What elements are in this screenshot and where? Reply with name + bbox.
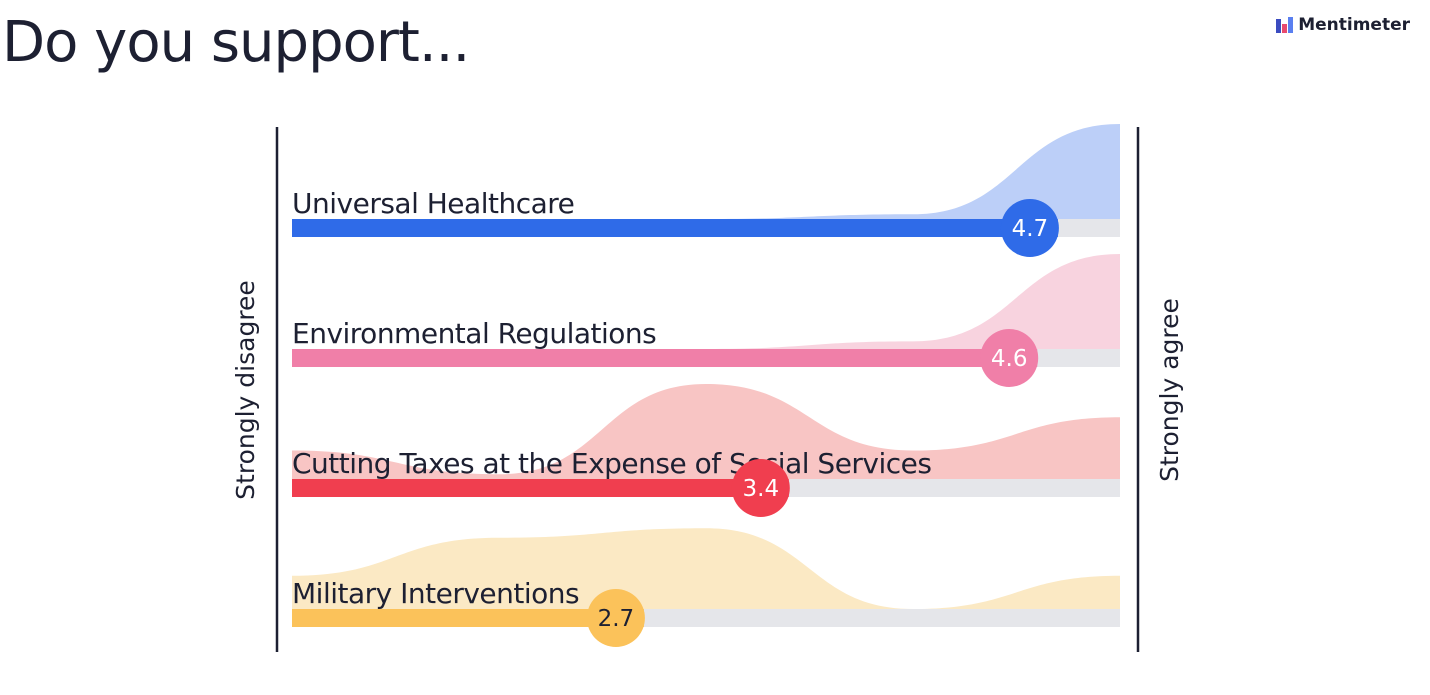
chart-row: Military Interventions 2.7 bbox=[292, 528, 1120, 647]
mentimeter-logo-icon bbox=[1276, 17, 1294, 33]
value-bubble bbox=[1000, 199, 1059, 257]
category-label: Cutting Taxes at the Expense of Social S… bbox=[292, 447, 932, 480]
chart-row: Environmental Regulations 4.6 bbox=[292, 254, 1120, 387]
value-label: 2.7 bbox=[598, 606, 635, 632]
left-axis-label: Strongly disagree bbox=[231, 280, 260, 500]
value-bar bbox=[292, 479, 789, 497]
page-title: Do you support... bbox=[2, 10, 470, 75]
value-bubble bbox=[586, 589, 645, 647]
value-label: 3.4 bbox=[743, 476, 780, 502]
chart-row: Cutting Taxes at the Expense of Social S… bbox=[292, 384, 1120, 517]
distribution-area bbox=[292, 254, 1120, 349]
value-bar bbox=[292, 349, 1038, 367]
chart-row: Universal Healthcare 4.7 bbox=[292, 124, 1120, 257]
value-bubble bbox=[731, 459, 790, 517]
value-label: 4.6 bbox=[991, 346, 1028, 372]
brand-name: Mentimeter bbox=[1298, 15, 1410, 35]
brand-logo: Mentimeter bbox=[1276, 15, 1410, 35]
right-axis-label: Strongly agree bbox=[1155, 298, 1184, 482]
category-label: Military Interventions bbox=[292, 577, 579, 610]
value-label: 4.7 bbox=[1012, 216, 1049, 242]
category-label: Universal Healthcare bbox=[292, 187, 574, 220]
value-bubble bbox=[980, 329, 1039, 387]
category-label: Environmental Regulations bbox=[292, 317, 656, 350]
value-bar bbox=[292, 609, 644, 627]
value-bar bbox=[292, 219, 1058, 237]
distribution-area bbox=[292, 384, 1120, 479]
distribution-area bbox=[292, 528, 1120, 609]
